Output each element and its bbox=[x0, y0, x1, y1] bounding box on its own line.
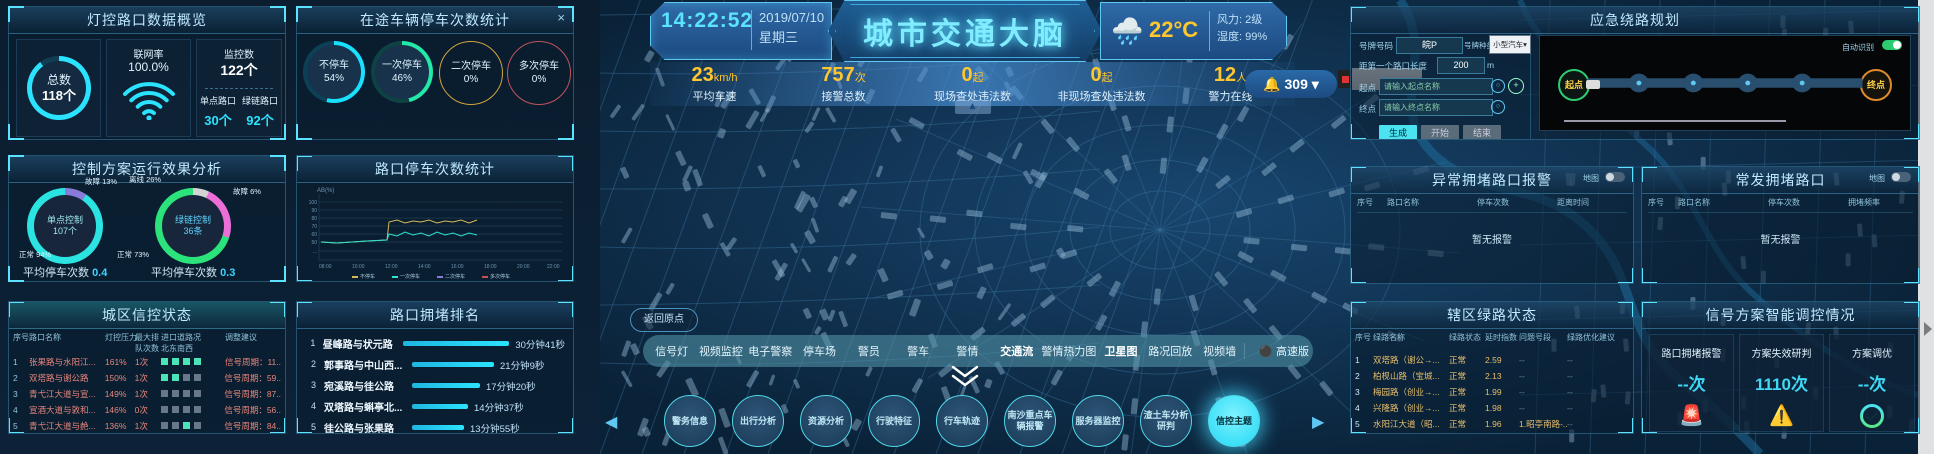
svg-text:70: 70 bbox=[311, 224, 317, 230]
svg-text:100: 100 bbox=[309, 200, 318, 206]
svg-text:60: 60 bbox=[311, 232, 317, 238]
svg-text:不停车: 不停车 bbox=[360, 273, 375, 280]
svg-text:16:00: 16:00 bbox=[451, 264, 464, 270]
svg-text:10:00: 10:00 bbox=[352, 264, 365, 270]
svg-text:14:00: 14:00 bbox=[418, 264, 431, 270]
svg-text:08:00: 08:00 bbox=[319, 264, 332, 270]
svg-text:多次停车: 多次停车 bbox=[490, 273, 510, 280]
svg-text:12:00: 12:00 bbox=[385, 264, 398, 270]
svg-text:二次停车: 二次停车 bbox=[445, 273, 465, 280]
svg-text:20:00: 20:00 bbox=[517, 264, 530, 270]
svg-text:一次停车: 一次停车 bbox=[400, 273, 420, 280]
svg-text:80: 80 bbox=[311, 216, 317, 222]
svg-text:AB(%): AB(%) bbox=[317, 188, 334, 194]
svg-text:90: 90 bbox=[311, 208, 317, 214]
svg-text:50: 50 bbox=[311, 240, 317, 246]
svg-text:18:00: 18:00 bbox=[484, 264, 497, 270]
svg-text:...: ... bbox=[313, 249, 317, 255]
